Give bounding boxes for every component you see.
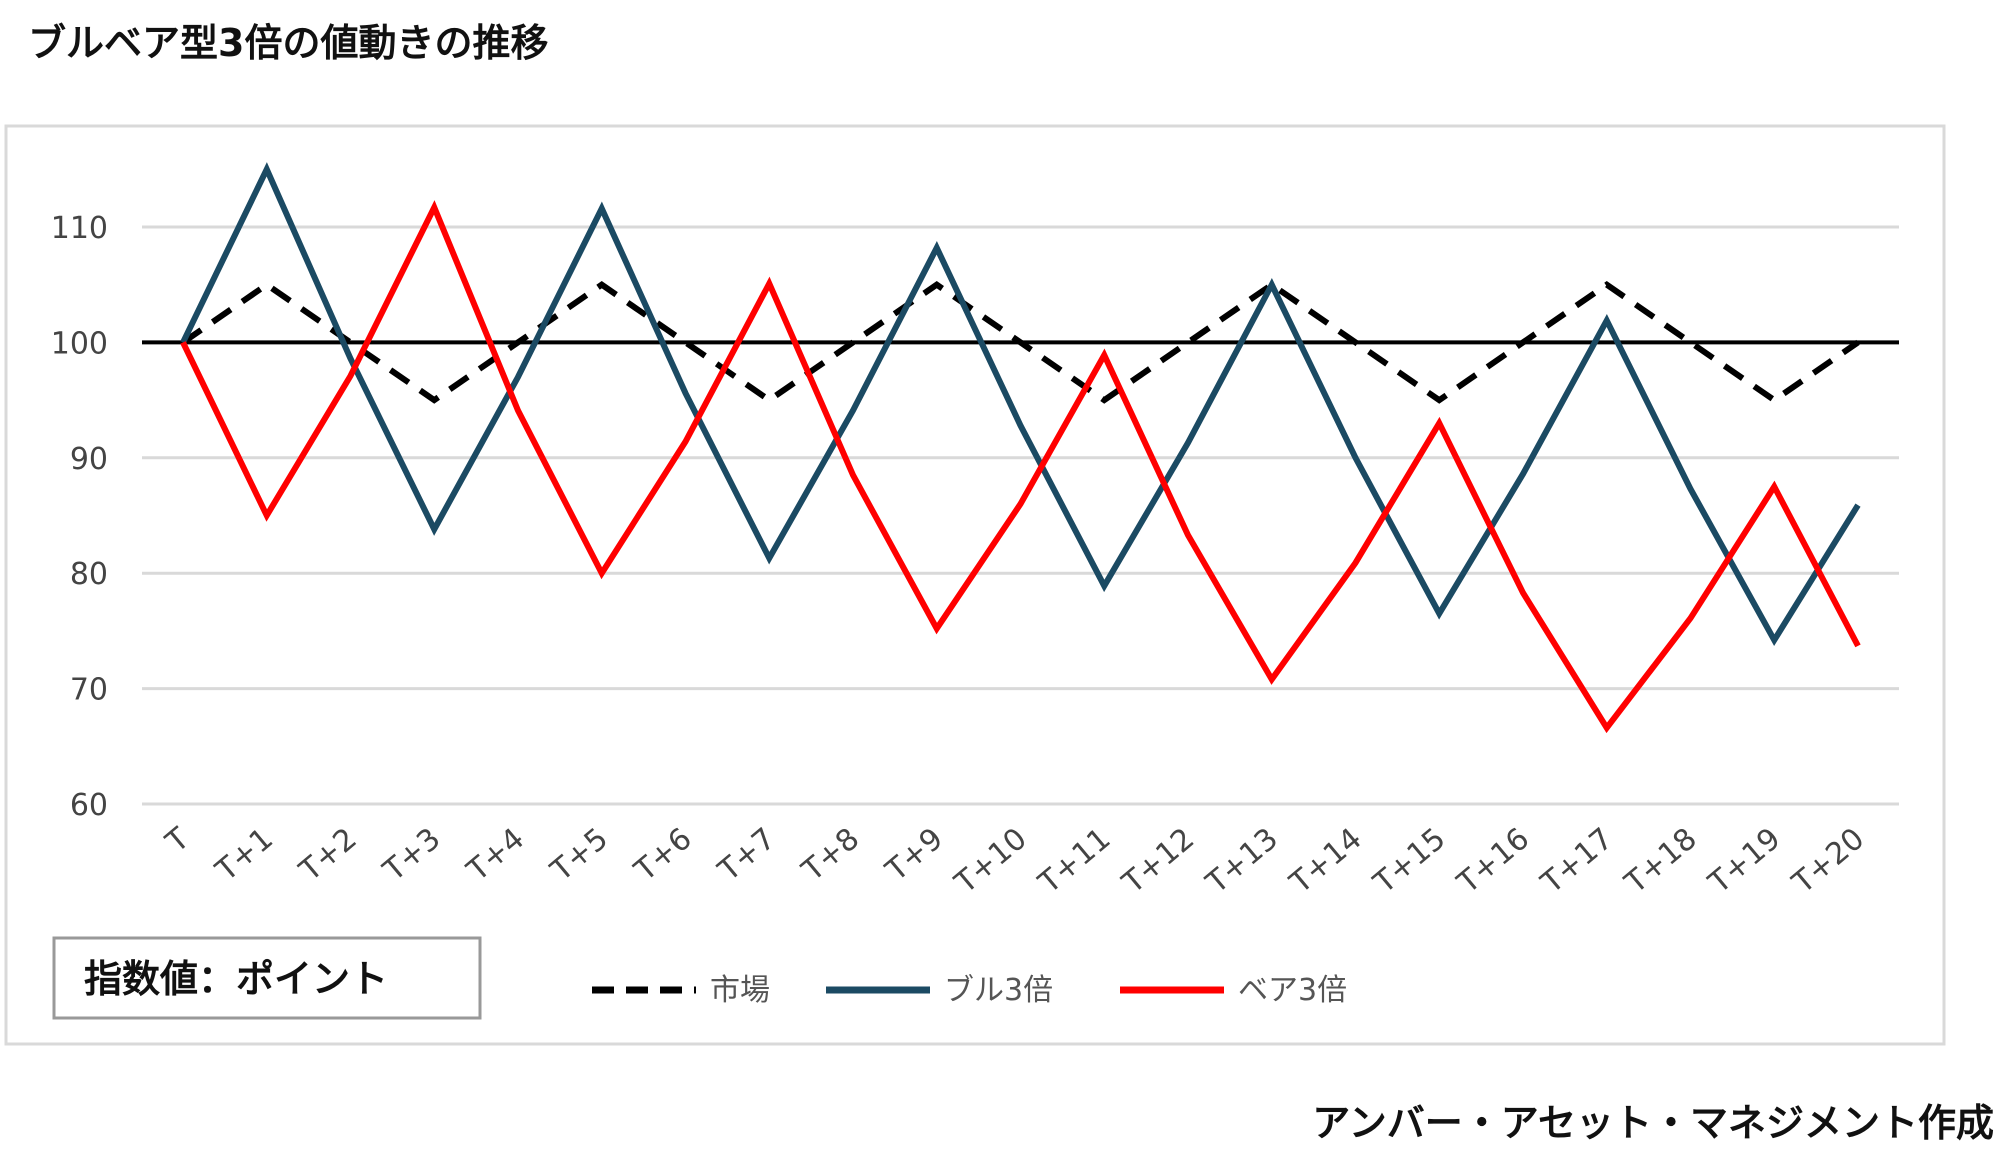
y-tick-label: 110: [51, 211, 108, 246]
legend-label: 市場: [710, 973, 770, 1008]
credit-text: アンバー・アセット・マネジメント作成: [1312, 1101, 1994, 1145]
y-tick-label: 90: [70, 442, 108, 477]
legend-label: ベア3倍: [1238, 973, 1347, 1008]
legend-label: ブル3倍: [944, 973, 1053, 1008]
unit-label: 指数値：ポイント: [84, 957, 388, 1001]
chart-frame: [4, 124, 1946, 1046]
y-tick-label: 60: [70, 788, 108, 823]
chart-title: ブルベア型3倍の値動きの推移: [28, 21, 549, 65]
unit-label-box: [52, 936, 482, 1020]
y-tick-label: 100: [51, 326, 108, 361]
y-tick-label: 80: [70, 557, 108, 592]
y-tick-label: 70: [70, 673, 108, 708]
